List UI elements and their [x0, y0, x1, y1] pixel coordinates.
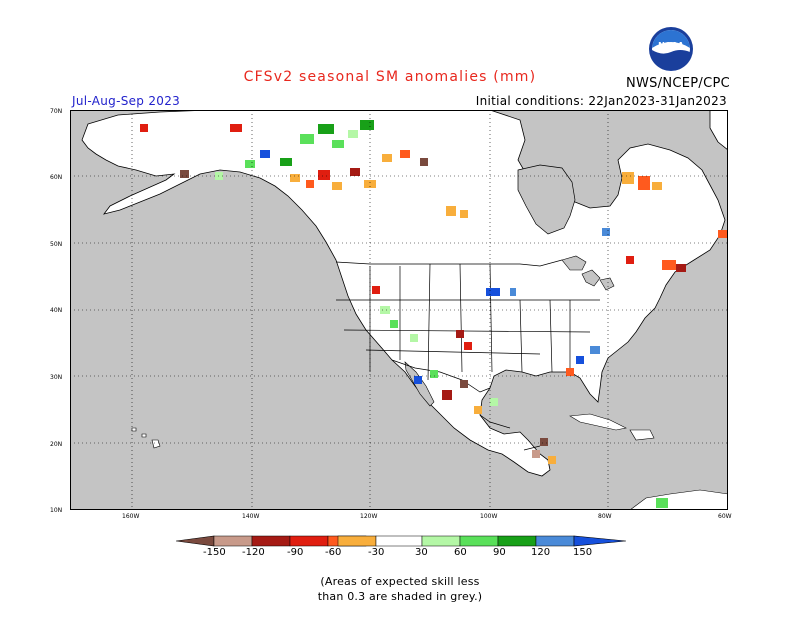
legend-label-120: 120 [531, 547, 551, 558]
legend-label-90: 90 [493, 547, 506, 558]
lon-label-100w: 100W [480, 513, 498, 520]
land-cuba [569, 413, 627, 431]
legend-label-m60: -60 [325, 547, 342, 558]
legend-swatch-5 [337, 535, 377, 547]
land-hispaniola [629, 429, 655, 441]
skill-note-line-1: (Areas of expected skill less [320, 575, 480, 588]
lat-label-70n: 70N [50, 108, 63, 115]
lon-label-160w: 160W [122, 513, 140, 520]
legend-swatch-7 [421, 535, 461, 547]
legend-swatch-10 [535, 535, 575, 547]
map-title: CFSv2 seasonal SM anomalies (mm) [243, 69, 537, 85]
lat-label-40n: 40N [50, 307, 63, 314]
initial-conditions-label: Initial conditions: 22Jan2023-31Jan2023 [475, 94, 727, 108]
graticule [70, 110, 728, 510]
lat-label-50n: 50N [50, 241, 63, 248]
lon-label-120w: 120W [360, 513, 378, 520]
lat-label-20n: 20N [50, 441, 63, 448]
legend-label-m120: -120 [242, 547, 265, 558]
legend-swatch-1 [213, 535, 253, 547]
legend-label-m150: -150 [203, 547, 226, 558]
legend-swatch-3 [289, 535, 329, 547]
legend-swatch-9 [497, 535, 537, 547]
lon-label-60w: 60W [718, 513, 732, 520]
soil-moisture-map [70, 110, 728, 510]
legend-swatch-8 [459, 535, 499, 547]
great-lakes [561, 255, 615, 291]
lat-label-30n: 30N [50, 374, 63, 381]
legend-label-60: 60 [454, 547, 467, 558]
legend-arrow-left [176, 535, 215, 547]
lon-label-80w: 80W [598, 513, 612, 520]
legend-label-150: 150 [573, 547, 593, 558]
skill-note-line-2: than 0.3 are shaded in grey.) [317, 590, 483, 603]
lat-label-60n: 60N [50, 174, 63, 181]
anomaly-pixels [140, 120, 728, 508]
hudson-bay [517, 164, 576, 235]
lat-label-10n: 10N [50, 507, 63, 514]
legend-swatch-2 [251, 535, 291, 547]
noaa-logo-text: NOAA [658, 41, 684, 50]
org-label: NWS/NCEP/CPC [625, 76, 730, 91]
map-frame [70, 110, 728, 510]
season-label: Jul-Aug-Sep 2023 [72, 94, 181, 108]
land-greenland [709, 110, 728, 151]
legend-swatch-6 [375, 535, 423, 547]
land-south-america [629, 489, 728, 510]
legend-label-m30: -30 [368, 547, 385, 558]
lon-label-140w: 140W [242, 513, 260, 520]
legend-label-m90: -90 [287, 547, 304, 558]
color-legend [176, 535, 627, 547]
legend-arrow-right [573, 535, 627, 547]
legend-label-30: 30 [415, 547, 428, 558]
noaa-logo: NOAA [649, 27, 693, 71]
